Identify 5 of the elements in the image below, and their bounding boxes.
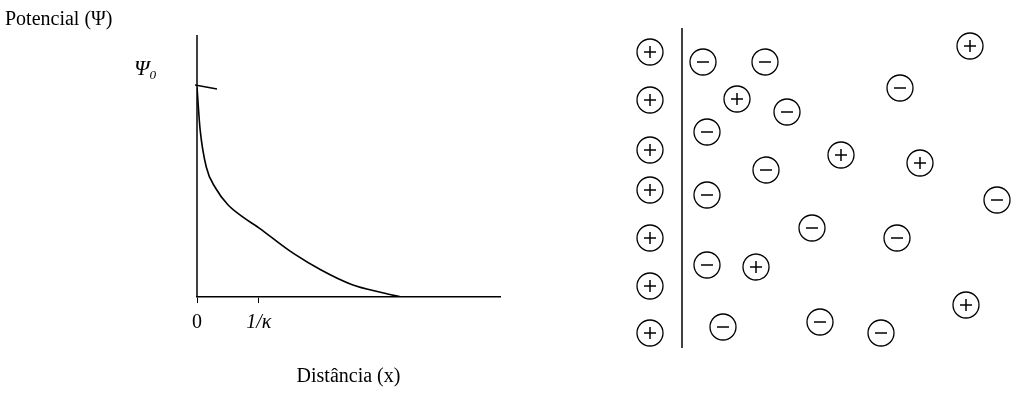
x-tick-label: 0 [192, 310, 202, 333]
x-axis-title: Distância (x) [296, 364, 401, 388]
y-axis-title: Potencial (Ψ) [5, 7, 113, 31]
x-tick-label: 1/κ [246, 310, 272, 333]
annotation: Ψ₀ [133, 55, 157, 81]
